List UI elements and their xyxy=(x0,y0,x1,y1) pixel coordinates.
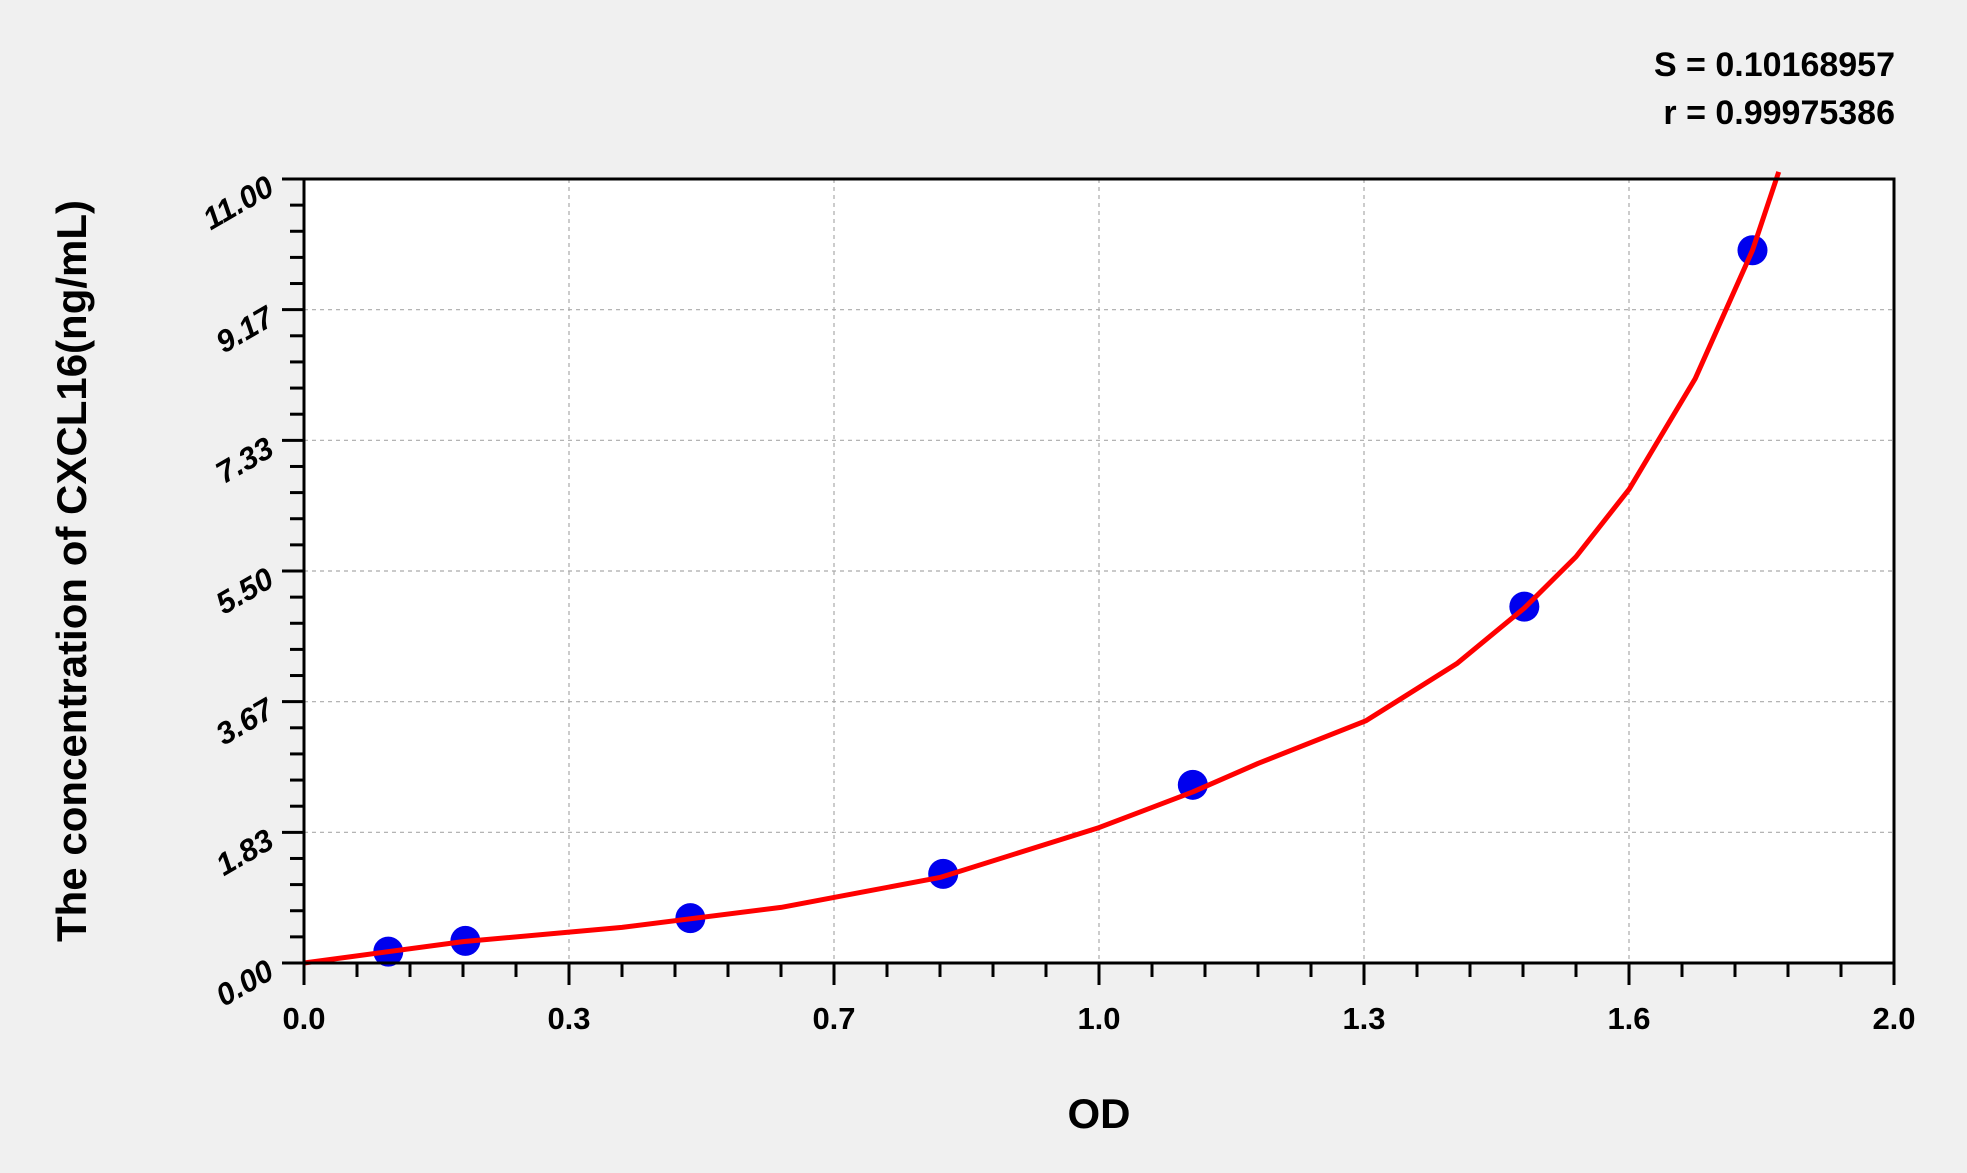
fit-curve xyxy=(303,171,1782,966)
y-tick-label: 1.83 xyxy=(210,822,280,882)
y-tick-label: 9.17 xyxy=(210,299,281,360)
x-axis-title: OD xyxy=(1068,1090,1131,1137)
x-tick-label: 0.0 xyxy=(282,1001,325,1036)
x-tick-label: 1.3 xyxy=(1342,1001,1385,1036)
x-tick-label: 0.7 xyxy=(812,1001,855,1036)
x-tick-label: 1.6 xyxy=(1607,1001,1650,1036)
x-tick-label: 2.0 xyxy=(1872,1001,1915,1036)
fit-curve-layer xyxy=(303,171,1782,966)
y-tick-labels: 0.00 1.83 3.67 5.50 7.33 9.17 11.00 xyxy=(197,169,281,1013)
y-tick-label: 7.33 xyxy=(210,430,280,490)
grid xyxy=(304,179,1894,963)
y-tick-label: 3.67 xyxy=(210,691,281,752)
y-tick-label: 11.00 xyxy=(197,169,280,237)
x-tick-label: 1.0 xyxy=(1077,1001,1120,1036)
y-axis-title: The concentration of CXCL16(ng/mL) xyxy=(48,200,95,942)
x-tick-label: 0.3 xyxy=(547,1001,590,1036)
stat-s: S = 0.10168957 xyxy=(1654,46,1895,84)
stat-r: r = 0.99975386 xyxy=(1663,94,1895,132)
y-tick-label: 5.50 xyxy=(210,561,280,621)
y-tick-label: 0.00 xyxy=(210,953,280,1013)
x-tick-labels: 0.0 0.3 0.7 1.0 1.3 1.6 2.0 xyxy=(282,1001,1915,1036)
ticks xyxy=(282,177,1896,985)
